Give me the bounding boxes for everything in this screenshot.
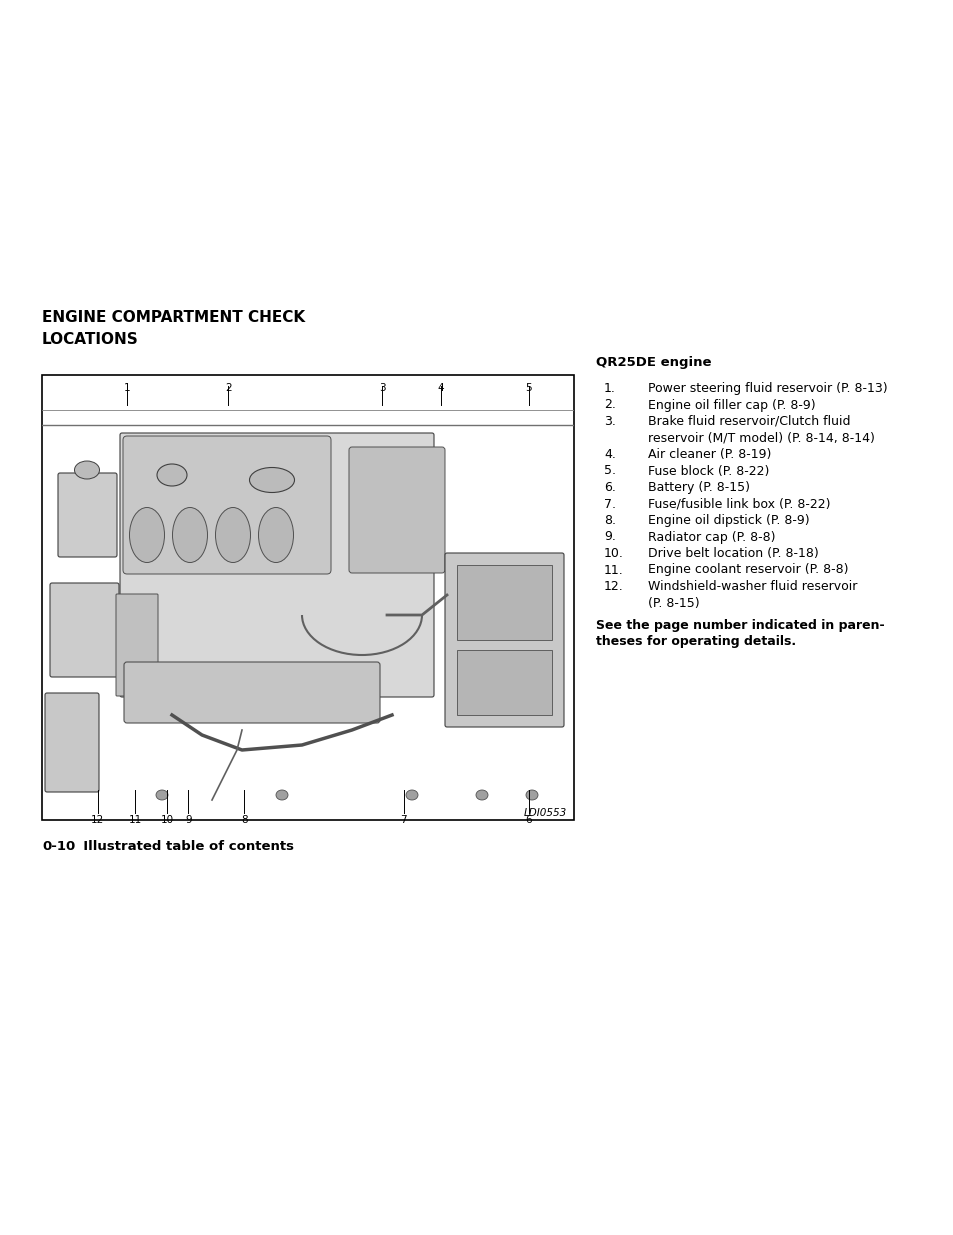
FancyBboxPatch shape [444,553,563,727]
Text: 8.: 8. [603,514,616,527]
Text: 5: 5 [525,383,532,393]
Ellipse shape [476,790,488,800]
Text: Drive belt location (P. 8-18): Drive belt location (P. 8-18) [647,547,818,559]
Text: 6: 6 [525,815,532,825]
Text: Fuse/fusible link box (P. 8-22): Fuse/fusible link box (P. 8-22) [647,498,830,510]
FancyBboxPatch shape [124,662,379,722]
FancyBboxPatch shape [45,693,99,792]
FancyBboxPatch shape [58,473,117,557]
Bar [42,375,574,820]
Bar [456,650,552,715]
Text: 1.: 1. [603,382,616,395]
Text: 7: 7 [400,815,407,825]
Text: 7.: 7. [603,498,616,510]
Text: QR25DE engine: QR25DE engine [596,356,711,369]
Text: Power steering fluid reservoir (P. 8-13): Power steering fluid reservoir (P. 8-13) [647,382,886,395]
Text: 4.: 4. [603,448,616,461]
Text: Fuse block (P. 8-22): Fuse block (P. 8-22) [647,464,768,478]
Ellipse shape [250,468,294,493]
Text: 1: 1 [124,383,131,393]
Text: Engine oil filler cap (P. 8-9): Engine oil filler cap (P. 8-9) [647,399,815,411]
FancyBboxPatch shape [349,447,444,573]
Text: reservoir (M/T model) (P. 8-14, 8-14): reservoir (M/T model) (P. 8-14, 8-14) [647,431,874,445]
Text: 5.: 5. [603,464,616,478]
Text: (P. 8-15): (P. 8-15) [647,597,699,610]
Text: 2: 2 [225,383,232,393]
Text: 8: 8 [240,815,247,825]
Text: Radiator cap (P. 8-8): Radiator cap (P. 8-8) [647,531,775,543]
Text: Engine coolant reservoir (P. 8-8): Engine coolant reservoir (P. 8-8) [647,563,847,577]
Text: 0-10: 0-10 [42,840,75,853]
Text: 9.: 9. [603,531,616,543]
Text: theses for operating details.: theses for operating details. [596,636,796,648]
Text: 3: 3 [378,383,385,393]
Text: Illustrated table of contents: Illustrated table of contents [74,840,294,853]
Ellipse shape [525,790,537,800]
Text: 10: 10 [160,815,173,825]
Text: Air cleaner (P. 8-19): Air cleaner (P. 8-19) [647,448,771,461]
Ellipse shape [406,790,417,800]
Ellipse shape [130,508,164,562]
Ellipse shape [258,508,294,562]
Text: 10.: 10. [603,547,623,559]
FancyBboxPatch shape [116,594,158,697]
Text: 11.: 11. [603,563,623,577]
Ellipse shape [157,464,187,487]
Text: Brake fluid reservoir/Clutch fluid: Brake fluid reservoir/Clutch fluid [647,415,850,429]
Text: LDI0553: LDI0553 [523,808,566,818]
Text: 11: 11 [129,815,142,825]
Ellipse shape [156,790,168,800]
Text: Windshield-washer fluid reservoir: Windshield-washer fluid reservoir [647,580,857,593]
Bar [456,564,552,640]
Text: ENGINE COMPARTMENT CHECK: ENGINE COMPARTMENT CHECK [42,310,305,325]
FancyBboxPatch shape [50,583,119,677]
Text: 2.: 2. [603,399,616,411]
FancyBboxPatch shape [123,436,331,574]
Text: See the page number indicated in paren-: See the page number indicated in paren- [596,619,883,632]
Text: 3.: 3. [603,415,616,429]
Text: Battery (P. 8-15): Battery (P. 8-15) [647,480,749,494]
Ellipse shape [275,790,288,800]
Ellipse shape [172,508,208,562]
Text: 4: 4 [437,383,444,393]
Text: 12: 12 [91,815,105,825]
Text: 9: 9 [185,815,192,825]
Text: LOCATIONS: LOCATIONS [42,332,138,347]
Text: 12.: 12. [603,580,623,593]
Ellipse shape [74,461,99,479]
Ellipse shape [215,508,251,562]
Text: Engine oil dipstick (P. 8-9): Engine oil dipstick (P. 8-9) [647,514,809,527]
Text: 6.: 6. [603,480,616,494]
FancyBboxPatch shape [120,433,434,697]
